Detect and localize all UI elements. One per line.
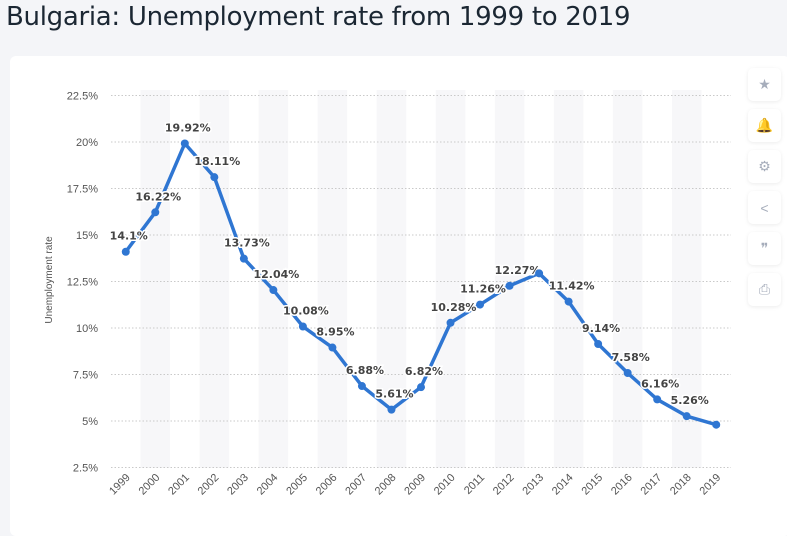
- share-button[interactable]: <: [748, 191, 781, 224]
- data-label: 10.28%: [431, 301, 477, 314]
- y-tick-label: 20%: [76, 137, 98, 149]
- band: [140, 90, 171, 468]
- band: [494, 90, 525, 468]
- x-tick-label: 2007: [343, 472, 369, 498]
- x-tick-label: 2017: [639, 472, 665, 498]
- band: [376, 90, 407, 468]
- x-tick-label: 2015: [579, 472, 605, 498]
- data-label: 16.22%: [135, 190, 181, 203]
- bell-button[interactable]: 🔔: [748, 109, 781, 142]
- y-tick-label: 12.5%: [67, 277, 98, 289]
- data-label: 6.16%: [641, 377, 679, 390]
- bell-icon: 🔔: [755, 117, 774, 133]
- page-title: Bulgaria: Unemployment rate from 1999 to…: [6, 2, 631, 32]
- band: [199, 90, 230, 468]
- star-button[interactable]: ★: [748, 68, 781, 101]
- data-point: [328, 343, 337, 352]
- y-axis-label: Unemployment rate: [44, 236, 55, 324]
- data-point: [446, 318, 455, 327]
- data-point: [653, 395, 662, 404]
- data-point: [387, 405, 396, 414]
- quote-button[interactable]: ❞: [748, 232, 781, 265]
- data-label: 14.1%: [110, 230, 148, 243]
- x-tick-label: 2019: [698, 472, 724, 498]
- x-tick-label: 2002: [196, 472, 222, 498]
- share-icon: <: [760, 199, 769, 216]
- x-tick-label: 2016: [609, 472, 635, 498]
- y-tick-label: 5%: [82, 416, 98, 428]
- x-tick-label: 2018: [668, 472, 694, 498]
- data-point: [594, 339, 603, 348]
- print-button[interactable]: ⎙: [748, 273, 781, 306]
- data-label: 12.04%: [253, 268, 299, 281]
- data-point: [180, 139, 189, 148]
- data-point: [298, 322, 307, 331]
- data-point: [151, 208, 160, 217]
- data-label: 8.95%: [316, 326, 354, 339]
- data-label: 5.61%: [375, 388, 413, 401]
- x-tick-label: 2006: [314, 472, 340, 498]
- data-label: 5.26%: [671, 394, 709, 407]
- data-point: [210, 173, 219, 182]
- band: [612, 90, 643, 468]
- y-tick-label: 10%: [76, 323, 98, 335]
- band: [317, 90, 348, 468]
- star-icon: ★: [758, 76, 771, 92]
- data-point: [623, 369, 632, 378]
- data-label: 18.11%: [194, 155, 240, 168]
- x-tick-label: 2001: [166, 472, 192, 498]
- data-point: [712, 420, 721, 429]
- data-label: 6.88%: [346, 364, 384, 377]
- x-tick-label: 2010: [432, 472, 458, 498]
- band: [671, 90, 702, 468]
- data-label: 19.92%: [165, 121, 211, 134]
- data-label: 11.42%: [549, 280, 595, 293]
- x-tick-label: 2012: [491, 472, 517, 498]
- print-icon: ⎙: [758, 281, 771, 297]
- data-point: [476, 300, 485, 309]
- x-tick-label: 2009: [402, 472, 428, 498]
- x-tick-label: 2005: [284, 472, 310, 498]
- data-point: [535, 269, 544, 278]
- data-point: [682, 412, 691, 421]
- band: [435, 90, 466, 468]
- data-point: [417, 383, 425, 392]
- y-tick-label: 17.5%: [67, 184, 98, 196]
- y-tick-label: 7.5%: [73, 370, 98, 382]
- data-point: [357, 382, 366, 391]
- x-tick-label: 2013: [520, 472, 546, 498]
- gear-button[interactable]: ⚙: [748, 150, 781, 183]
- data-label: 12.27%: [495, 264, 541, 277]
- data-label: 7.58%: [612, 351, 650, 364]
- gear-icon: ⚙: [758, 158, 771, 174]
- x-tick-label: 2014: [550, 472, 576, 498]
- data-point: [269, 286, 278, 295]
- x-tick-label: 1999: [107, 472, 133, 498]
- y-tick-label: 2.5%: [73, 463, 98, 475]
- data-label: 6.82%: [405, 365, 443, 378]
- data-point: [564, 297, 573, 306]
- y-tick-label: 22.5%: [67, 91, 98, 103]
- y-tick-label: 15%: [76, 230, 98, 242]
- data-label: 10.08%: [283, 305, 329, 318]
- x-tick-label: 2008: [373, 472, 399, 498]
- quote-icon: ❞: [760, 240, 769, 256]
- x-tick-label: 2004: [255, 472, 281, 498]
- x-tick-label: 2011: [462, 472, 487, 497]
- data-point: [505, 281, 514, 290]
- x-tick-label: 2000: [137, 472, 163, 498]
- data-label: 13.73%: [224, 237, 270, 250]
- band: [553, 90, 584, 468]
- data-label: 9.14%: [582, 322, 620, 335]
- data-point: [121, 247, 130, 256]
- x-tick-label: 2003: [225, 472, 251, 498]
- data-label: 11.26%: [460, 283, 506, 296]
- data-point: [239, 254, 248, 263]
